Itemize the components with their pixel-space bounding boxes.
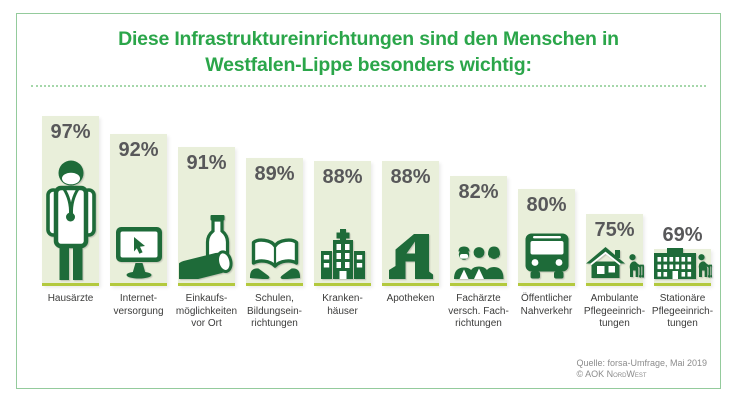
source-note: Quelle: forsa-Umfrage, Mai 2019 © AOK No…	[576, 358, 707, 380]
bar-label: Ambulante Pflegeeinrich- tungen	[583, 293, 646, 329]
open-book-icon	[249, 237, 301, 280]
bar-column: 80% Öffentlicher Nahverkehr	[518, 116, 575, 317]
bar-column: 88% Apotheken	[382, 116, 439, 304]
bar-value: 91%	[186, 152, 227, 174]
computer-monitor-icon	[115, 226, 163, 279]
infographic-frame: Diese Infrastruktureinrichtungen sind de…	[16, 13, 721, 389]
bar-column: 82% Fachärzte versch. Fach- richtungen	[448, 116, 509, 329]
bus-icon	[524, 232, 570, 279]
hospital-icon	[320, 229, 366, 279]
bar-label: Hausärzte	[47, 293, 94, 304]
bar	[382, 161, 439, 286]
bar-label: Apotheken	[386, 293, 435, 304]
bar-value: 88%	[322, 166, 363, 188]
dotted-divider	[31, 85, 706, 87]
bar-value: 80%	[526, 194, 567, 216]
nursing-home-icon	[653, 248, 714, 279]
bar-value: 89%	[254, 163, 295, 185]
doctor-icon	[45, 160, 96, 282]
bar-column: 69% Stationäre Pflegeeinrich- tungen	[652, 116, 714, 329]
bar-value: 75%	[594, 219, 635, 241]
bar-value: 82%	[458, 181, 499, 203]
bar-label: Schulen, Bildungsein- richtungen	[246, 293, 303, 329]
bar-value: 92%	[118, 139, 159, 161]
bar-value: 69%	[662, 224, 703, 246]
bar-label: Stationäre Pflegeeinrich- tungen	[651, 293, 714, 329]
bar-label: Internet- versorgung	[113, 293, 164, 317]
page-title: Diese Infrastruktureinrichtungen sind de…	[118, 28, 619, 76]
source-line: Quelle: forsa-Umfrage, Mai 2019	[576, 358, 707, 368]
home-care-icon	[585, 245, 645, 279]
bar-label: Kranken- häuser	[322, 293, 363, 317]
bar-value: 88%	[390, 166, 431, 188]
bar-column: 88% Kranken- häuser	[314, 116, 371, 317]
bar-column: 89% Schulen, Bildungsein- richtungen	[246, 116, 303, 329]
bar-column: 97% Hausärzte	[42, 116, 99, 304]
bar-column: 91% Einkaufs- möglichkeiten vor Ort	[174, 116, 237, 329]
bar-column: 75% Ambulante Pflegeeinrich- tungen	[584, 116, 645, 329]
bar-chart: 97% Hausärzte 92% Internet- versorgung 91%…	[17, 116, 720, 329]
bar-column: 92% Internet- versorgung	[110, 116, 167, 317]
medical-team-icon	[452, 245, 506, 279]
bar-label: Fachärzte versch. Fach- richtungen	[448, 293, 509, 329]
pharmacy-a-icon	[388, 233, 434, 279]
bar-label: Einkaufs- möglichkeiten vor Ort	[175, 293, 238, 329]
groceries-icon	[174, 215, 235, 282]
copyright-line: © AOK NordWest	[576, 369, 647, 379]
bar-label: Öffentlicher Nahverkehr	[520, 293, 573, 317]
bar-value: 97%	[50, 121, 91, 143]
